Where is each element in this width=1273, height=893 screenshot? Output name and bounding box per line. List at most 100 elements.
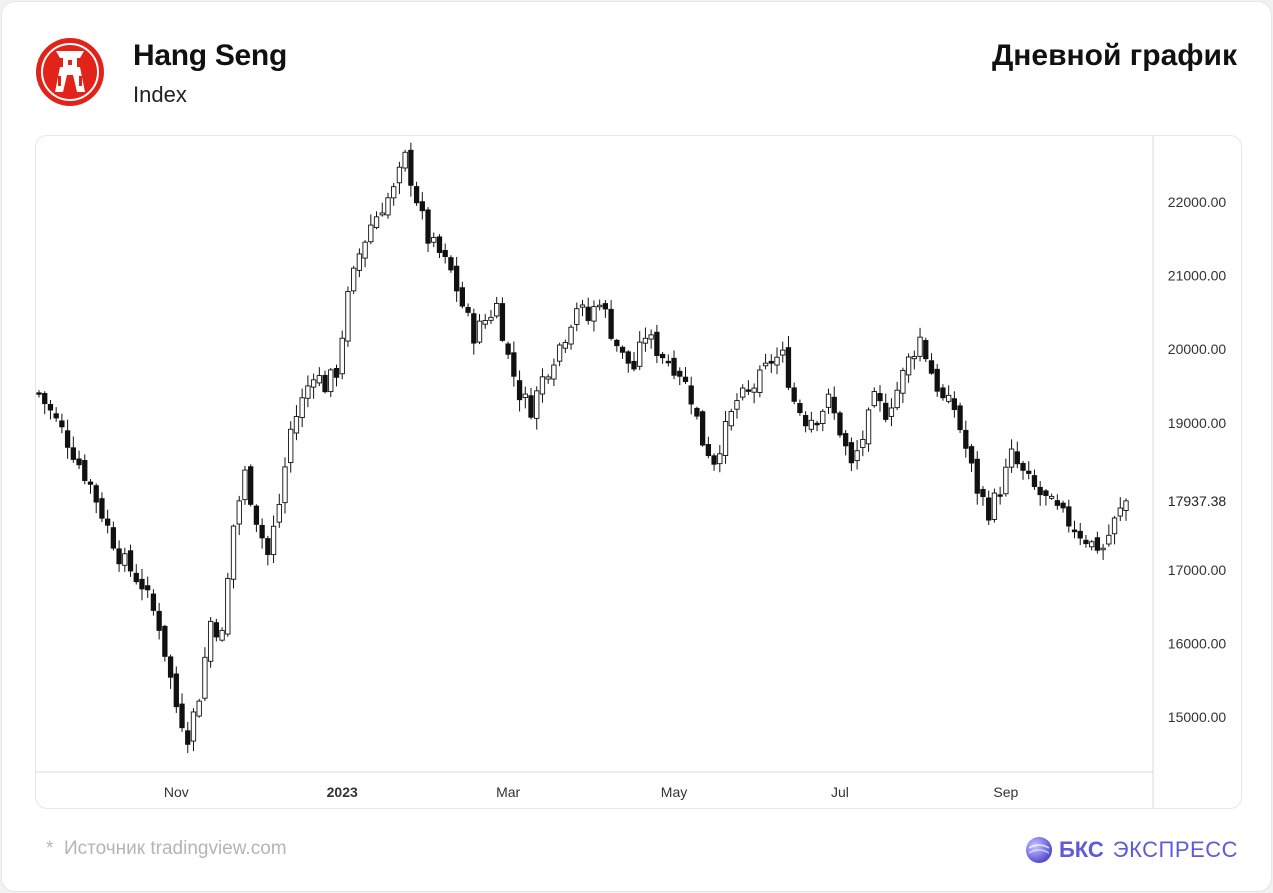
candle	[591, 300, 597, 332]
candle	[757, 365, 763, 398]
candle-body	[1123, 500, 1129, 511]
candle	[774, 347, 780, 375]
candle	[637, 331, 643, 371]
candle	[1014, 441, 1020, 469]
time-tick-label: Mar	[496, 784, 520, 800]
candle	[53, 407, 59, 422]
candle-body	[625, 351, 631, 364]
candle	[940, 384, 946, 401]
candle-body	[1008, 448, 1015, 468]
candle-body	[865, 409, 872, 445]
index-title: Hang Seng	[133, 39, 287, 72]
candle	[574, 302, 580, 332]
candle-body	[745, 389, 752, 392]
price-axis[interactable]: 15000.00 16000.00 17000.00 19000.00 20000.00…	[1168, 194, 1227, 725]
candle	[379, 202, 385, 217]
candle-body	[76, 458, 82, 466]
candle-body	[1100, 547, 1106, 551]
candle-body	[619, 346, 626, 353]
candle	[568, 324, 574, 350]
candle-body	[70, 447, 76, 460]
candle-body	[545, 376, 551, 380]
candle-body	[797, 403, 803, 414]
candlestick-chart[interactable]: 15000.00 16000.00 17000.00 19000.00 20000.00…	[36, 136, 1241, 808]
candle	[797, 399, 803, 416]
candle	[190, 708, 197, 752]
candle	[957, 402, 963, 434]
candle	[871, 387, 877, 408]
candle-body	[894, 389, 900, 409]
candle-body	[402, 151, 408, 169]
candle-body	[259, 524, 265, 539]
candle	[597, 299, 603, 311]
candle	[831, 386, 837, 420]
candle-body	[253, 505, 260, 525]
candle	[682, 367, 689, 385]
candle	[339, 330, 345, 380]
candle	[705, 436, 712, 459]
candle	[539, 368, 546, 403]
candles-layer	[36, 142, 1129, 753]
candle-body	[242, 469, 248, 501]
candle-body	[385, 197, 391, 216]
brand-subname: ЭКСПРЕСС	[1112, 837, 1238, 862]
candle-body	[843, 433, 849, 447]
candle-body	[717, 453, 723, 465]
candle	[482, 314, 488, 329]
candle-body	[728, 411, 734, 427]
candle	[837, 410, 843, 438]
candle	[145, 576, 151, 598]
candle	[522, 386, 528, 409]
candle	[236, 495, 242, 536]
time-tick-label: Sep	[993, 784, 1018, 800]
candle	[734, 393, 740, 419]
candle	[162, 624, 168, 662]
candle-body	[356, 253, 363, 271]
candle-body	[225, 578, 231, 635]
candle-body	[133, 572, 139, 583]
candle-body	[425, 209, 431, 244]
candle-body	[917, 336, 923, 357]
candle	[373, 211, 380, 230]
candle	[911, 350, 917, 370]
candle-body	[911, 356, 917, 360]
candle-body	[1106, 534, 1112, 545]
candle-body	[1026, 470, 1032, 474]
candle	[1066, 499, 1072, 533]
candle	[791, 382, 797, 405]
candle-body	[236, 500, 242, 525]
candle	[745, 380, 752, 395]
candle	[139, 569, 145, 601]
candle	[202, 647, 208, 702]
candle	[545, 374, 551, 384]
candle	[968, 444, 975, 473]
candle-body	[711, 455, 717, 465]
brand-name: БКС	[1058, 837, 1104, 862]
candle-body	[185, 730, 191, 745]
candle	[900, 367, 906, 404]
candle	[980, 486, 986, 506]
time-axis[interactable]: Nov 2023 Mar May Jul Sep	[164, 784, 1019, 800]
candle-body	[568, 326, 574, 345]
candle-body	[991, 492, 998, 520]
candle-body	[659, 353, 666, 359]
candle-body	[820, 410, 826, 424]
candle-body	[637, 341, 643, 367]
candle	[711, 453, 717, 471]
price-tick-label: 21000.00	[1168, 268, 1227, 284]
candle	[150, 589, 157, 616]
candle-body	[699, 411, 706, 446]
candle-body	[740, 387, 746, 398]
candle-body	[116, 548, 122, 565]
candle	[614, 338, 620, 352]
candle	[802, 411, 809, 433]
candle	[516, 370, 523, 412]
price-tick-label: 19000.00	[1168, 415, 1227, 431]
candle	[36, 390, 42, 398]
candle-body	[722, 421, 729, 456]
hang-seng-logo-icon	[36, 38, 104, 106]
candle	[242, 465, 248, 505]
candle	[110, 521, 117, 551]
candle	[391, 182, 397, 206]
candle-body	[213, 622, 220, 638]
